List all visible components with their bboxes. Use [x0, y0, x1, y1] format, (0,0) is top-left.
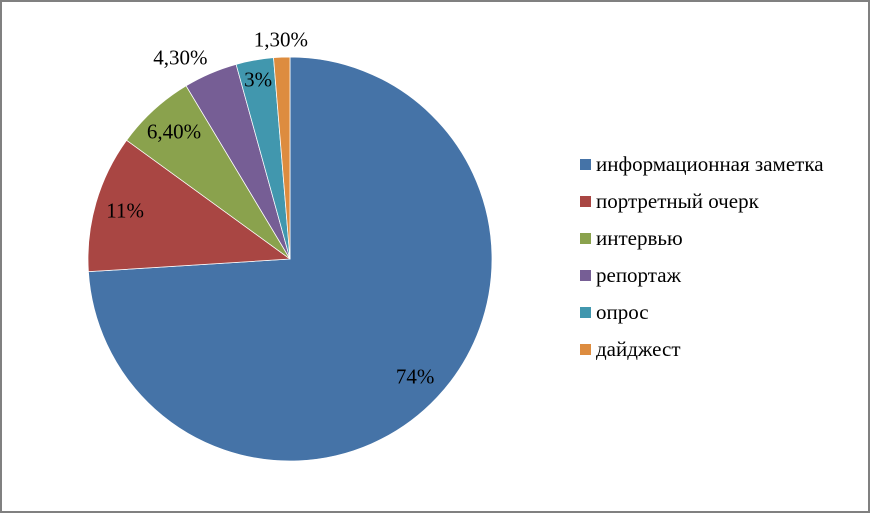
legend-item-2: интервью [580, 228, 824, 249]
legend-label-2: интервью [596, 226, 683, 250]
legend-label-0: информационная заметка [596, 152, 824, 176]
legend-swatch-5 [580, 344, 591, 355]
legend-label-5: дайджест [596, 337, 681, 361]
legend-swatch-4 [580, 307, 591, 318]
legend-item-0: информационная заметка [580, 154, 824, 175]
legend-label-3: репортаж [596, 263, 682, 287]
legend-item-1: портретный очерк [580, 191, 824, 212]
chart-legend: информационная заметка портретный очерк ин… [580, 154, 824, 360]
legend-label-4: опрос [596, 300, 649, 324]
legend-item-5: дайджест [580, 339, 824, 360]
legend-swatch-0 [580, 159, 591, 170]
legend-swatch-2 [580, 233, 591, 244]
legend-swatch-1 [580, 196, 591, 207]
legend-item-4: опрос [580, 302, 824, 323]
legend-item-3: репортаж [580, 265, 824, 286]
pie-slice-5 [273, 56, 291, 260]
legend-label-1: портретный очерк [596, 189, 759, 213]
legend-swatch-3 [580, 270, 591, 281]
pie-slice-1 [87, 139, 291, 273]
